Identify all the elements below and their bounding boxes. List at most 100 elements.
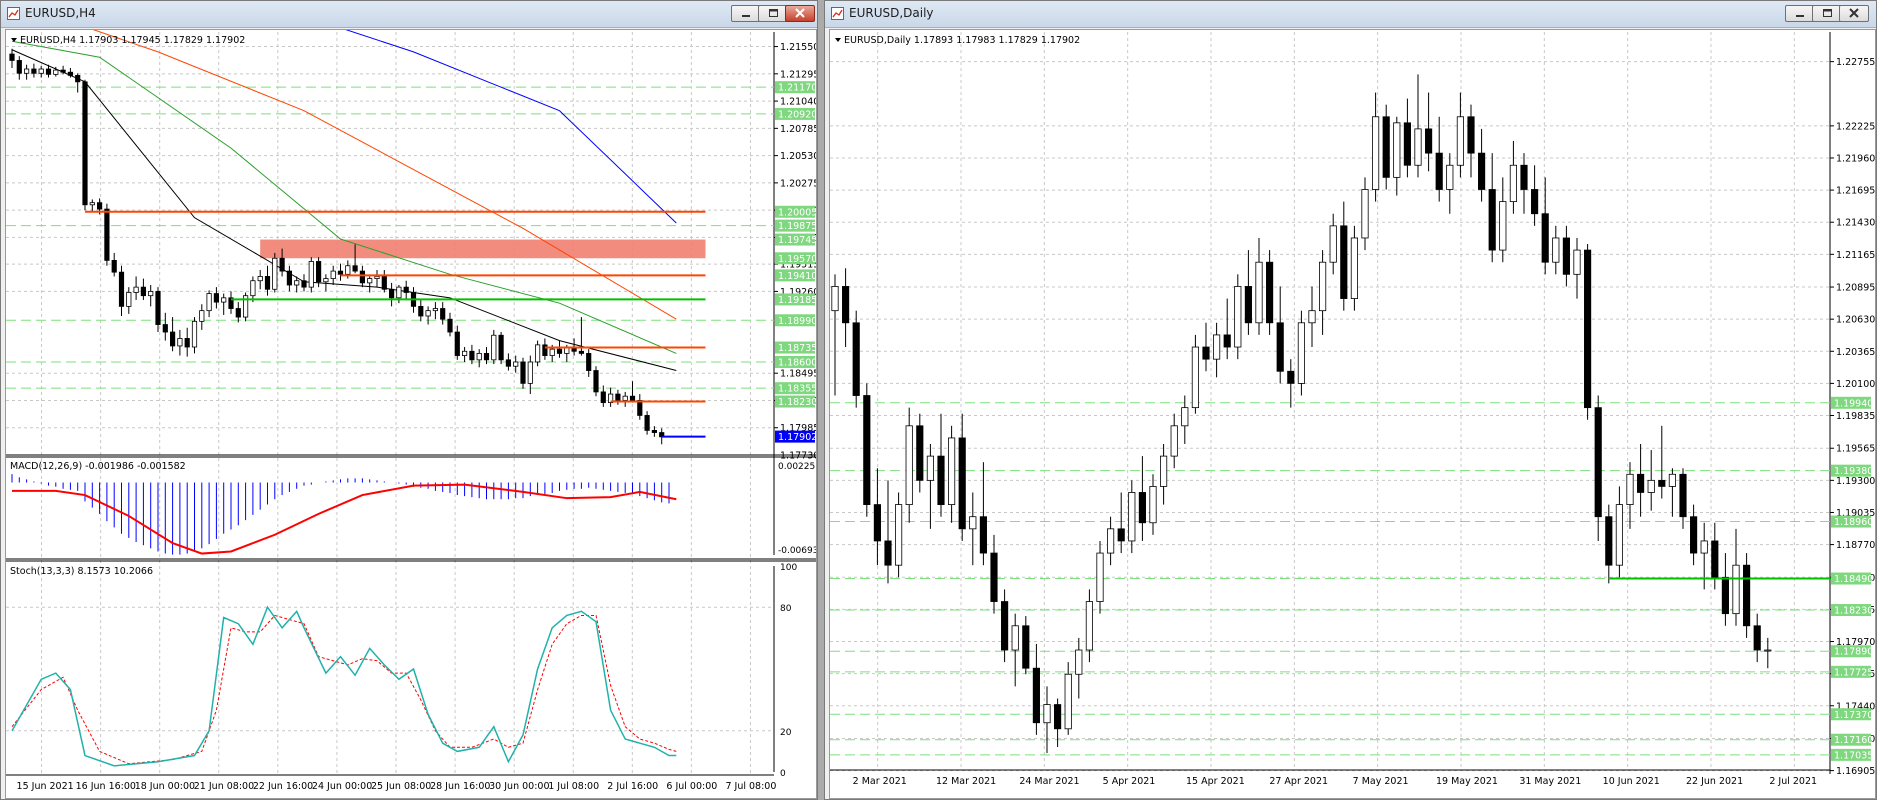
y-tick-label: 1.20785 [780,124,816,135]
bear-candle [118,271,125,307]
bear-candle [440,308,446,320]
bear-candle [1001,601,1009,651]
bear-candle [1658,479,1666,487]
bear-candle [9,53,15,61]
close-button[interactable] [1839,5,1869,22]
bull-candle [1700,540,1708,554]
time-axis-label: 28 Jun 16:00 [430,781,490,792]
bull-candle [89,202,95,206]
bear-candle [990,552,998,602]
bull-candle [969,516,977,530]
price-tag [775,219,815,232]
price-tag-label: 1.21170 [778,83,816,94]
bear-candle [615,393,621,401]
h4-chart-svg[interactable]: 1.21550 1.21295 1.21040 1.20785 1.20530 1.202… [6,30,816,798]
moving-average-blue [345,30,677,224]
maximize-button[interactable] [1812,5,1842,22]
price-tag [1831,604,1871,617]
price-tag [1831,665,1871,678]
bear-candle [1117,528,1125,542]
bull-candle [1626,473,1634,505]
bear-candle [1276,322,1284,372]
minimize-button[interactable] [731,5,761,22]
close-button[interactable] [785,5,815,22]
price-tag-label: 1.18230 [778,397,816,408]
bull-candle [513,361,519,367]
bull-candle [1414,128,1422,166]
bear-candle [916,425,924,481]
daily-chart-window[interactable]: EURUSD,Daily 1.22755 1.22225 1.21960 1.2169… [824,0,1877,800]
bear-candle [337,270,344,275]
price-tag [775,355,815,368]
bull-candle [1255,261,1263,324]
price-tag-label: 1.18490 [1834,574,1873,585]
bear-candle [286,270,292,286]
bull-candle [206,293,212,312]
bull-candle [1350,237,1358,299]
bull-candle [462,350,468,356]
minimize-button[interactable] [1785,5,1815,22]
y-tick-label: 1.20630 [1836,315,1875,326]
bear-candle [873,504,881,542]
bull-candle [622,395,628,401]
daily-chart-svg[interactable]: 1.22755 1.22225 1.21960 1.21695 1.21430 1.211… [830,30,1875,798]
bull-candle [243,295,249,318]
price-tag [775,314,815,327]
time-axis-label: 24 Mar 2021 [1019,776,1079,787]
minimize-icon [1796,15,1804,17]
price-tag [775,293,815,306]
y-tick-label: 1.21040 [780,97,816,108]
bear-candle [1266,261,1274,324]
maximize-button[interactable] [758,5,788,22]
bear-candle [586,353,592,371]
bull-candle [549,348,555,356]
bear-candle [316,261,322,283]
bear-candle [447,318,453,333]
bull-candle [1085,601,1093,651]
daily-chart-area[interactable]: 1.22755 1.22225 1.21960 1.21695 1.21430 1.211… [829,29,1876,799]
bear-candle [359,270,365,284]
time-axis-label: 6 Jul 00:00 [666,781,717,792]
h4-chart-window[interactable]: EURUSD,H4 1.21550 1.21295 1.21040 1.20785 1.… [0,0,818,800]
y-tick-label: 1.21165 [1836,250,1875,261]
chart-window-icon [831,7,844,20]
daily-titlebar[interactable]: EURUSD,Daily [825,1,1876,28]
bear-candle [104,208,110,261]
bear-candle [31,68,37,74]
y-tick-label: 1.19035 [1836,508,1875,519]
bull-candle [432,308,438,312]
stoch-signal-line [11,614,677,765]
price-tag [775,252,815,265]
bear-candle [884,540,892,566]
price-tag-label: 1.19185 [778,295,816,306]
price-tag [1831,515,1871,528]
price-tag [775,430,815,443]
h4-chart-area[interactable]: 1.21550 1.21295 1.21040 1.20785 1.20530 1.202… [5,29,817,799]
bear-candle [264,276,271,290]
bear-candle [1223,334,1231,348]
price-tag-label: 1.17725 [1834,667,1873,678]
bear-candle [170,331,176,347]
price-tag-label: 1.19570 [778,254,816,265]
chart-window-icon [7,7,20,20]
bull-candle [1393,122,1401,178]
y-tick-label: 1.20275 [780,178,816,189]
chart-menu-arrow-icon [835,38,841,42]
bear-candle [352,265,358,272]
bull-candle [948,437,956,505]
macd-signal-line [12,483,677,555]
bear-candle [629,395,636,401]
bear-candle [958,437,966,530]
y-tick-label: 1.19300 [1836,476,1875,487]
bear-candle [381,276,387,290]
h4-titlebar[interactable]: EURUSD,H4 [1,1,817,28]
bull-candle [1552,237,1560,263]
price-tag-label: 1.17370 [1834,710,1873,721]
bull-candle [1668,473,1676,487]
bear-candle [1202,346,1210,360]
price-tag-label: 1.17035 [1834,750,1873,761]
y-tick-label: 1.18495 [780,369,816,380]
bear-candle [97,202,103,210]
bull-candle [1170,425,1178,457]
bear-candle [1562,237,1570,275]
